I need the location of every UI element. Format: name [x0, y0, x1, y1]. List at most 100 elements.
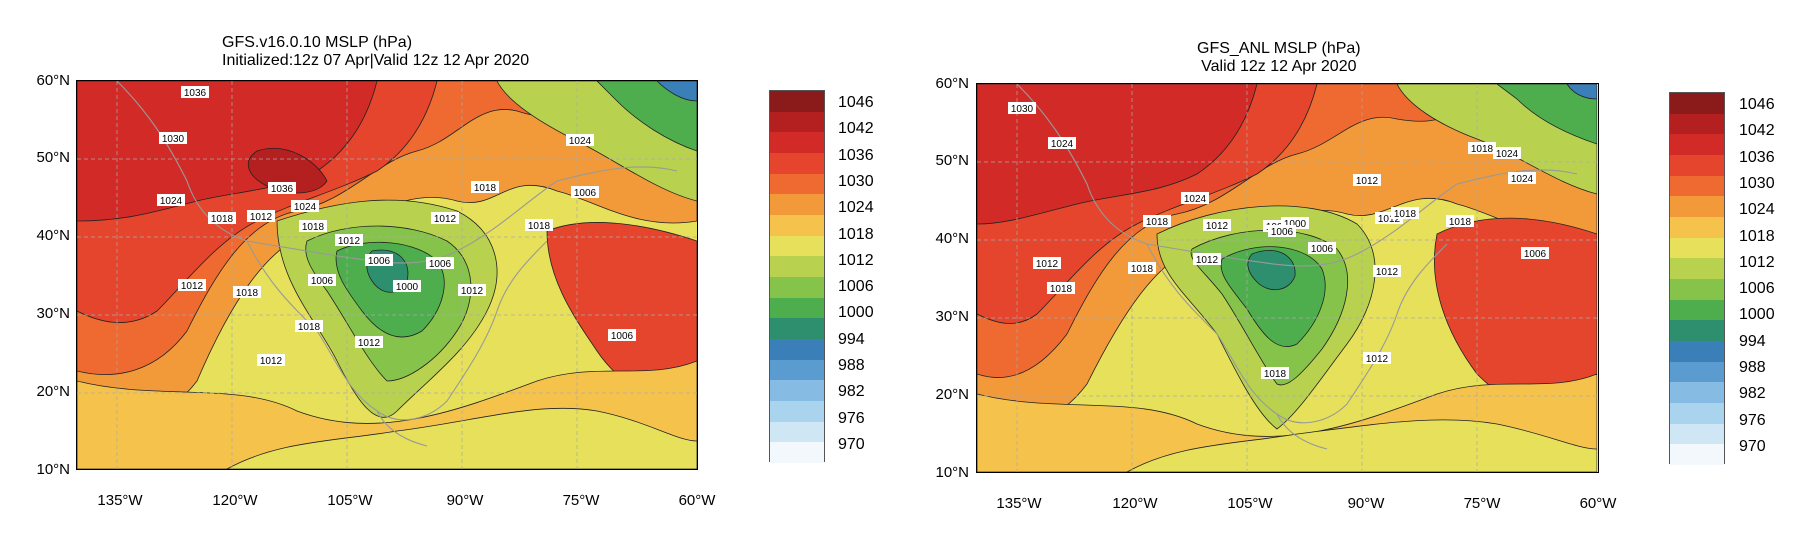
contour-label: 1012 — [247, 210, 275, 223]
colorbar-label: 1030 — [838, 172, 874, 190]
coastline — [1016, 84, 1578, 450]
left-title-line2: Initialized:12z 07 Apr|Valid 12z 12 Apr … — [222, 52, 530, 69]
lon-label: 90°W — [446, 492, 484, 509]
colorbar-label: 994 — [838, 330, 865, 348]
colorbar-swatch — [1670, 258, 1724, 280]
colorbar-label: 1042 — [1739, 122, 1775, 140]
colorbar-swatch — [1670, 237, 1724, 259]
lon-label: 60°W — [1579, 495, 1617, 512]
svg-text:1018: 1018 — [236, 288, 259, 299]
svg-text:1018: 1018 — [1394, 209, 1417, 220]
colorbar-swatch — [1670, 134, 1724, 156]
right-map-panel: GFS_ANL MSLP (hPa) Valid 12z 12 Apr 2020… — [901, 0, 1802, 552]
pressure-contour-region — [1126, 419, 1597, 472]
contour-label: 1006 — [308, 274, 336, 287]
colorbar-swatch — [770, 380, 824, 402]
svg-text:1006: 1006 — [1524, 249, 1547, 260]
lat-label: 10°N — [935, 464, 969, 481]
svg-text:1012: 1012 — [250, 212, 273, 223]
svg-text:1024: 1024 — [1051, 139, 1074, 150]
svg-text:1006: 1006 — [368, 256, 391, 267]
right-pressure-map: 1030102410241018101210061000100610121012… — [976, 83, 1599, 473]
colorbar-label: 1012 — [838, 251, 874, 269]
colorbar-swatch — [770, 194, 824, 216]
colorbar-label: 1024 — [838, 199, 874, 217]
colorbar-label: 988 — [838, 357, 865, 374]
colorbar-swatch — [770, 153, 824, 174]
svg-text:1000: 1000 — [396, 282, 419, 293]
svg-text:1018: 1018 — [1264, 369, 1287, 380]
contour-label: 1012 — [178, 279, 206, 292]
contour-label: 1018 — [1143, 215, 1171, 228]
colorbar-label: 988 — [1739, 359, 1766, 376]
colorbar-label: 1000 — [838, 304, 874, 322]
svg-text:1012: 1012 — [1376, 267, 1399, 278]
right-map-title: GFS_ANL MSLP (hPa) Valid 12z 12 Apr 2020 — [1197, 40, 1361, 76]
contour-label: 1024 — [566, 134, 594, 147]
colorbar-swatch — [1670, 403, 1724, 424]
svg-text:1006: 1006 — [611, 331, 634, 342]
pressure-field-svg: 1030102410241018101210061000100610121012… — [977, 84, 1597, 472]
svg-text:1012: 1012 — [461, 286, 484, 297]
contour-label: 1018 — [471, 181, 499, 194]
colorbar-label: 1036 — [1739, 148, 1775, 166]
contour-label: 1012 — [1033, 257, 1061, 270]
lon-label: 75°W — [562, 492, 600, 509]
svg-text:1012: 1012 — [338, 236, 361, 247]
contour-label: 1012 — [257, 354, 285, 367]
svg-text:1030: 1030 — [1011, 104, 1034, 115]
colorbar-swatch — [1670, 361, 1724, 383]
colorbar-label: 1024 — [1739, 201, 1775, 219]
colorbar-label: 1018 — [1739, 227, 1775, 245]
svg-text:1006: 1006 — [311, 276, 334, 287]
left-map-panel: GFS.v16.0.10 MSLP (hPa) Initialized:12z … — [36, 34, 874, 509]
colorbar-swatch — [1670, 423, 1724, 445]
svg-text:1030: 1030 — [162, 134, 185, 145]
svg-text:1024: 1024 — [569, 136, 592, 147]
colorbar-swatch — [1670, 382, 1724, 404]
lon-label: 75°W — [1463, 495, 1501, 512]
colorbar-label: 976 — [838, 409, 865, 427]
lon-label: 105°W — [1227, 495, 1273, 512]
colorbar-swatch — [770, 173, 824, 195]
contour-label: 1018 — [1128, 262, 1156, 275]
contour-label: 1024 — [291, 200, 319, 213]
colorbar-swatch — [770, 91, 824, 112]
colorbar-label: 1030 — [1739, 174, 1775, 192]
svg-text:1012: 1012 — [1206, 221, 1229, 232]
svg-text:1012: 1012 — [358, 338, 381, 349]
pressure-contour-region — [1566, 84, 1597, 100]
right-title-line1: GFS_ANL MSLP (hPa) — [1197, 40, 1361, 57]
lon-label: 60°W — [678, 492, 716, 509]
contour-label: 1024 — [1048, 137, 1076, 150]
lat-label: 10°N — [36, 461, 70, 478]
contour-label: 1018 — [208, 212, 236, 225]
contour-label: 1024 — [1493, 147, 1521, 160]
colorbar-swatch — [770, 442, 824, 464]
colorbar-swatch — [1670, 93, 1724, 114]
colorbar-swatch — [1670, 320, 1724, 342]
svg-text:1018: 1018 — [1449, 217, 1472, 228]
contour-label: 1012 — [1373, 265, 1401, 278]
contour-label: 1006 — [1521, 247, 1549, 260]
contour-label: 1012 — [335, 234, 363, 247]
colorbar-swatch — [1670, 279, 1724, 300]
contour-label: 1030 — [159, 132, 187, 145]
contour-label: 1018 — [1446, 215, 1474, 228]
contour-label: 1012 — [1353, 174, 1381, 187]
lon-label: 90°W — [1347, 495, 1385, 512]
svg-text:1018: 1018 — [211, 214, 234, 225]
svg-text:1018: 1018 — [1471, 144, 1494, 155]
colorbar-swatch — [770, 339, 824, 360]
svg-text:1024: 1024 — [160, 196, 183, 207]
colorbar-swatch — [1670, 155, 1724, 176]
svg-text:1024: 1024 — [294, 202, 317, 213]
colorbar-label: 1006 — [838, 278, 874, 296]
contour-label: 1000 — [393, 280, 421, 293]
svg-text:1024: 1024 — [1496, 149, 1519, 160]
lat-label: 60°N — [935, 75, 969, 92]
lat-label: 50°N — [36, 149, 70, 166]
coastline — [116, 81, 678, 447]
svg-text:1024: 1024 — [1184, 194, 1207, 205]
colorbar-label: 1046 — [838, 94, 874, 111]
